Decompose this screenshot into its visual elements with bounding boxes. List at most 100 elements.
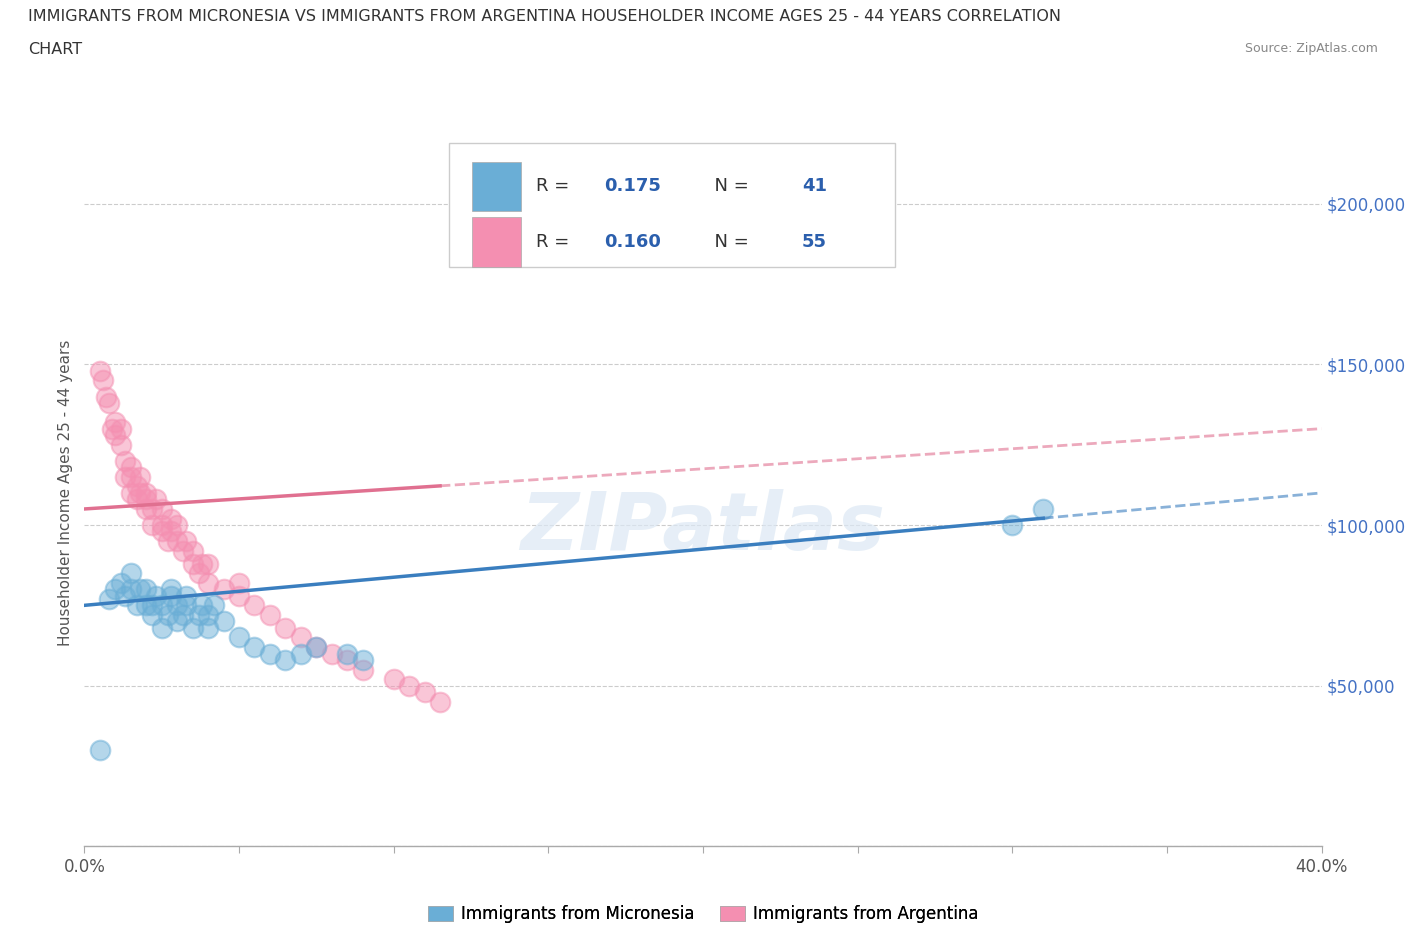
Point: [197, 556, 219, 571]
Text: ZIPatlas: ZIPatlas: [520, 489, 886, 567]
Point: [110, 437, 132, 452]
Point: [181, 620, 204, 635]
Point: [1001, 518, 1024, 533]
Point: [259, 646, 281, 661]
Text: 0.160: 0.160: [605, 233, 661, 251]
Point: [125, 492, 148, 507]
Point: [135, 598, 157, 613]
Point: [197, 620, 219, 635]
Point: [212, 614, 235, 629]
Point: [228, 589, 250, 604]
Point: [1032, 501, 1054, 516]
Point: [141, 598, 163, 613]
Point: [104, 415, 127, 430]
Point: [259, 607, 281, 622]
Point: [212, 582, 235, 597]
Point: [336, 653, 359, 668]
Point: [166, 614, 188, 629]
Point: [352, 662, 374, 677]
Point: [101, 421, 124, 436]
Point: [150, 598, 173, 613]
Y-axis label: Householder Income Ages 25 - 44 years: Householder Income Ages 25 - 44 years: [58, 339, 73, 646]
Point: [274, 653, 297, 668]
Point: [160, 582, 183, 597]
Point: [110, 576, 132, 591]
Point: [125, 598, 148, 613]
Point: [181, 556, 204, 571]
FancyBboxPatch shape: [471, 218, 522, 267]
Point: [160, 589, 183, 604]
Point: [243, 640, 266, 655]
Point: [305, 640, 328, 655]
Point: [120, 459, 142, 474]
Point: [197, 607, 219, 622]
Point: [197, 576, 219, 591]
Point: [104, 428, 127, 443]
FancyBboxPatch shape: [471, 162, 522, 211]
Point: [202, 598, 225, 613]
Point: [176, 534, 198, 549]
Point: [336, 646, 359, 661]
Text: 0.175: 0.175: [605, 178, 661, 195]
Point: [352, 653, 374, 668]
Point: [156, 534, 179, 549]
Point: [120, 565, 142, 580]
Point: [135, 501, 157, 516]
Text: Source: ZipAtlas.com: Source: ZipAtlas.com: [1244, 42, 1378, 55]
Point: [94, 389, 117, 404]
Point: [176, 598, 198, 613]
Point: [228, 630, 250, 644]
Point: [321, 646, 343, 661]
Point: [166, 534, 188, 549]
Point: [135, 492, 157, 507]
Point: [135, 485, 157, 500]
Text: N =: N =: [703, 178, 755, 195]
Text: CHART: CHART: [28, 42, 82, 57]
Point: [145, 492, 167, 507]
Point: [274, 620, 297, 635]
Point: [141, 501, 163, 516]
Point: [191, 556, 214, 571]
Point: [382, 671, 405, 686]
Point: [166, 598, 188, 613]
Point: [135, 582, 157, 597]
Point: [429, 695, 451, 710]
Point: [290, 630, 312, 644]
Text: N =: N =: [703, 233, 755, 251]
Point: [305, 640, 328, 655]
Point: [129, 485, 152, 500]
Point: [89, 364, 111, 379]
Point: [129, 582, 152, 597]
Point: [150, 501, 173, 516]
Point: [120, 470, 142, 485]
Text: R =: R =: [536, 178, 575, 195]
Point: [129, 470, 152, 485]
Point: [160, 512, 183, 526]
Point: [160, 524, 183, 538]
Point: [98, 395, 121, 410]
Point: [398, 678, 420, 693]
Text: 41: 41: [801, 178, 827, 195]
Legend: Immigrants from Micronesia, Immigrants from Argentina: Immigrants from Micronesia, Immigrants f…: [420, 898, 986, 930]
Point: [172, 607, 194, 622]
Point: [228, 576, 250, 591]
Point: [413, 684, 436, 699]
Point: [91, 373, 114, 388]
Point: [172, 543, 194, 558]
Point: [156, 607, 179, 622]
Point: [150, 620, 173, 635]
Point: [187, 607, 209, 622]
Point: [114, 470, 136, 485]
Point: [150, 524, 173, 538]
Point: [141, 518, 163, 533]
Point: [120, 582, 142, 597]
Point: [191, 598, 214, 613]
Point: [120, 485, 142, 500]
Point: [181, 543, 204, 558]
Point: [98, 591, 121, 606]
Point: [176, 589, 198, 604]
Point: [89, 742, 111, 757]
Text: R =: R =: [536, 233, 575, 251]
Point: [145, 589, 167, 604]
Point: [243, 598, 266, 613]
